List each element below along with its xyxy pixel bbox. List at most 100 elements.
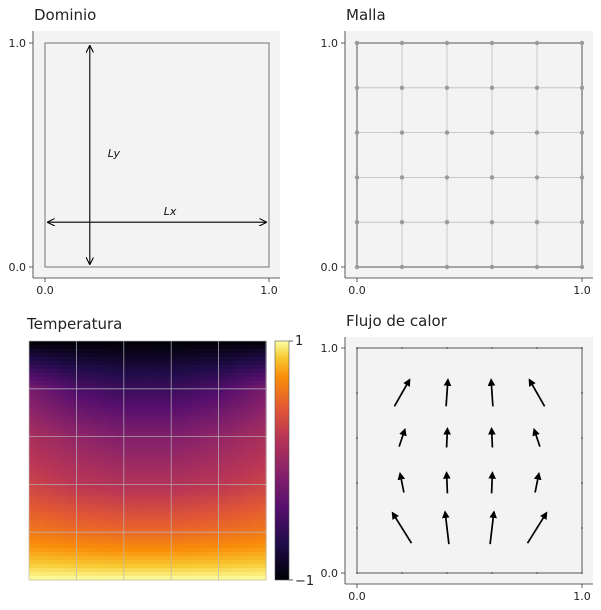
heatmap-cell bbox=[58, 396, 65, 402]
heatmap-cell bbox=[33, 524, 40, 529]
heatmap-cell bbox=[98, 536, 104, 541]
heatmap-cell bbox=[83, 464, 89, 470]
heatmap-cell bbox=[261, 432, 267, 438]
heatmap-cell bbox=[112, 372, 119, 378]
heatmap-cell bbox=[256, 480, 262, 485]
heatmap-cell bbox=[147, 488, 154, 493]
heatmap-cell bbox=[236, 396, 242, 402]
heatmap-cell bbox=[33, 512, 40, 517]
heatmap-cell bbox=[167, 436, 173, 442]
heatmap-cell bbox=[103, 464, 109, 470]
heatmap-cell bbox=[226, 428, 233, 434]
heatmap-cell bbox=[251, 424, 257, 430]
heatmap-cell bbox=[251, 452, 257, 458]
heatmap-cell bbox=[38, 492, 45, 497]
heatmap-cell bbox=[196, 428, 203, 434]
heatmap-cell bbox=[83, 432, 89, 438]
heat-flux-arrow bbox=[532, 427, 541, 447]
heatmap-cell bbox=[221, 484, 228, 489]
heatmap-cell bbox=[58, 556, 65, 561]
heatmap-cell bbox=[231, 368, 237, 374]
heatmap-cell bbox=[177, 488, 183, 493]
heatmap-cell bbox=[187, 516, 193, 521]
heatmap-cell bbox=[127, 364, 134, 370]
heatmap-cell bbox=[167, 464, 173, 470]
heatmap-cell bbox=[221, 396, 228, 402]
heatmap-cell bbox=[103, 560, 109, 565]
heatmap-cell bbox=[246, 568, 252, 573]
heatmap-cell bbox=[191, 416, 198, 422]
heatmap-cell bbox=[117, 436, 124, 442]
heatmap-cell bbox=[127, 400, 134, 406]
heatmap-cell bbox=[83, 396, 89, 402]
heatmap-cell bbox=[211, 452, 218, 458]
heatmap-cell bbox=[167, 428, 173, 434]
heatmap-cell bbox=[226, 376, 233, 382]
heatmap-cell bbox=[83, 480, 89, 485]
heatmap-cell bbox=[157, 360, 163, 366]
zero-vector-dot bbox=[446, 572, 448, 574]
heatmap-cell bbox=[53, 572, 60, 577]
heatmap-cell bbox=[216, 560, 223, 565]
heatmap-cell bbox=[201, 380, 208, 386]
heatmap-cell bbox=[206, 544, 213, 549]
heatmap-cell bbox=[182, 348, 188, 354]
heatmap-cell bbox=[53, 400, 60, 406]
heatmap-cell bbox=[221, 392, 228, 398]
heatmap-cell bbox=[117, 428, 124, 434]
heatmap-cell bbox=[48, 576, 55, 581]
heatmap-cell bbox=[147, 496, 154, 501]
heatmap-cell bbox=[157, 532, 163, 537]
heatmap-cell bbox=[191, 424, 198, 430]
heatmap-cell bbox=[221, 356, 228, 362]
heatmap-cell bbox=[251, 468, 257, 474]
heatmap-cell bbox=[152, 528, 158, 533]
heatmap-cell bbox=[196, 476, 203, 482]
heatmap-cell bbox=[58, 520, 65, 525]
heatmap-cell bbox=[137, 364, 144, 370]
heatmap-cell bbox=[108, 384, 114, 390]
heatmap-cell bbox=[98, 344, 104, 350]
heatmap-cell bbox=[68, 348, 75, 354]
heatmap-cell bbox=[162, 376, 168, 382]
heatmap-cell bbox=[132, 524, 139, 529]
heatmap-cell bbox=[43, 356, 50, 362]
heatmap-cell bbox=[53, 528, 60, 533]
heatmap-cell bbox=[137, 348, 144, 354]
heatmap-cell bbox=[93, 492, 99, 497]
heatmap-cell bbox=[122, 368, 129, 374]
heatmap-cell bbox=[187, 468, 193, 474]
heatmap-cell bbox=[191, 452, 198, 458]
heatmap-cell bbox=[246, 452, 252, 458]
heatmap-cell bbox=[147, 404, 154, 410]
heatmap-cell bbox=[221, 400, 228, 406]
heatmap-cell bbox=[187, 396, 193, 402]
heatmap-cell bbox=[112, 536, 119, 541]
heatmap-cell bbox=[112, 360, 119, 366]
heatmap-cell bbox=[33, 456, 40, 462]
heatmap-cell bbox=[261, 464, 267, 470]
heatmap-cell bbox=[172, 448, 178, 454]
heatmap-cell bbox=[83, 500, 89, 505]
heatmap-cell bbox=[127, 472, 134, 478]
heatmap-cell bbox=[137, 412, 144, 418]
heatmap-cell bbox=[63, 476, 70, 482]
heatmap-cell bbox=[88, 488, 94, 493]
heatmap-cell bbox=[187, 500, 193, 505]
heatmap-cell bbox=[88, 544, 94, 549]
heatmap-cell bbox=[38, 364, 45, 370]
heatmap-cell bbox=[147, 448, 154, 454]
heatmap-cell bbox=[167, 341, 173, 346]
heatmap-cell bbox=[201, 484, 208, 489]
heatmap-cell bbox=[206, 424, 213, 430]
heatmap-cell bbox=[103, 516, 109, 521]
heatmap-cell bbox=[127, 512, 134, 517]
heatmap-cell bbox=[256, 508, 262, 513]
heatmap-cell bbox=[261, 348, 267, 354]
heatmap-cell bbox=[261, 576, 267, 581]
heatmap-cell bbox=[261, 520, 267, 525]
heatmap-cell bbox=[43, 512, 50, 517]
heatmap-cell bbox=[83, 488, 89, 493]
heatmap-cell bbox=[98, 400, 104, 406]
heatmap-cell bbox=[38, 368, 45, 374]
